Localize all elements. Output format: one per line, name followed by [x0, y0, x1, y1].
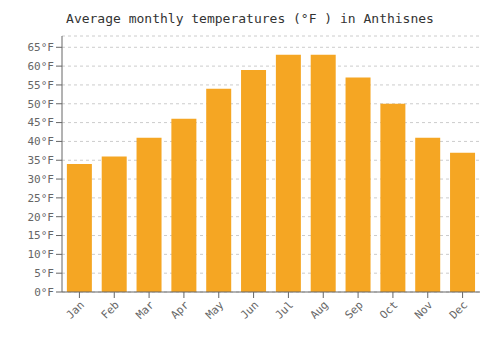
svg-text:Jan: Jan — [64, 298, 87, 321]
svg-text:10°F: 10°F — [28, 248, 55, 261]
svg-text:Oct: Oct — [377, 298, 400, 321]
svg-text:25°F: 25°F — [28, 192, 55, 205]
svg-text:Dec: Dec — [447, 298, 470, 321]
svg-text:Mar: Mar — [133, 298, 157, 322]
svg-text:Nov: Nov — [412, 298, 436, 322]
svg-text:30°F: 30°F — [28, 173, 55, 186]
svg-text:Jun: Jun — [238, 298, 261, 321]
svg-text:20°F: 20°F — [28, 211, 55, 224]
svg-text:0°F: 0°F — [34, 286, 54, 299]
svg-text:Apr: Apr — [168, 298, 192, 322]
svg-text:50°F: 50°F — [28, 98, 55, 111]
svg-text:Feb: Feb — [99, 298, 122, 321]
html-text:Average monthly temperatures (: Average monthly temperatures (°F ) in An… — [66, 11, 434, 26]
svg-text:60°F: 60°F — [28, 60, 55, 73]
svg-text:Jul: Jul — [273, 298, 296, 321]
svg-text:May: May — [203, 298, 227, 322]
svg-text:5°F: 5°F — [34, 267, 54, 280]
svg-text:35°F: 35°F — [28, 154, 55, 167]
svg-text:55°F: 55°F — [28, 79, 55, 92]
svg-text:Sep: Sep — [342, 298, 365, 321]
svg-text:45°F: 45°F — [28, 116, 55, 129]
svg-text:40°F: 40°F — [28, 135, 55, 148]
svg-text:15°F: 15°F — [28, 229, 55, 242]
svg-text:65°F: 65°F — [28, 41, 55, 54]
svg-text:Aug: Aug — [308, 298, 331, 321]
